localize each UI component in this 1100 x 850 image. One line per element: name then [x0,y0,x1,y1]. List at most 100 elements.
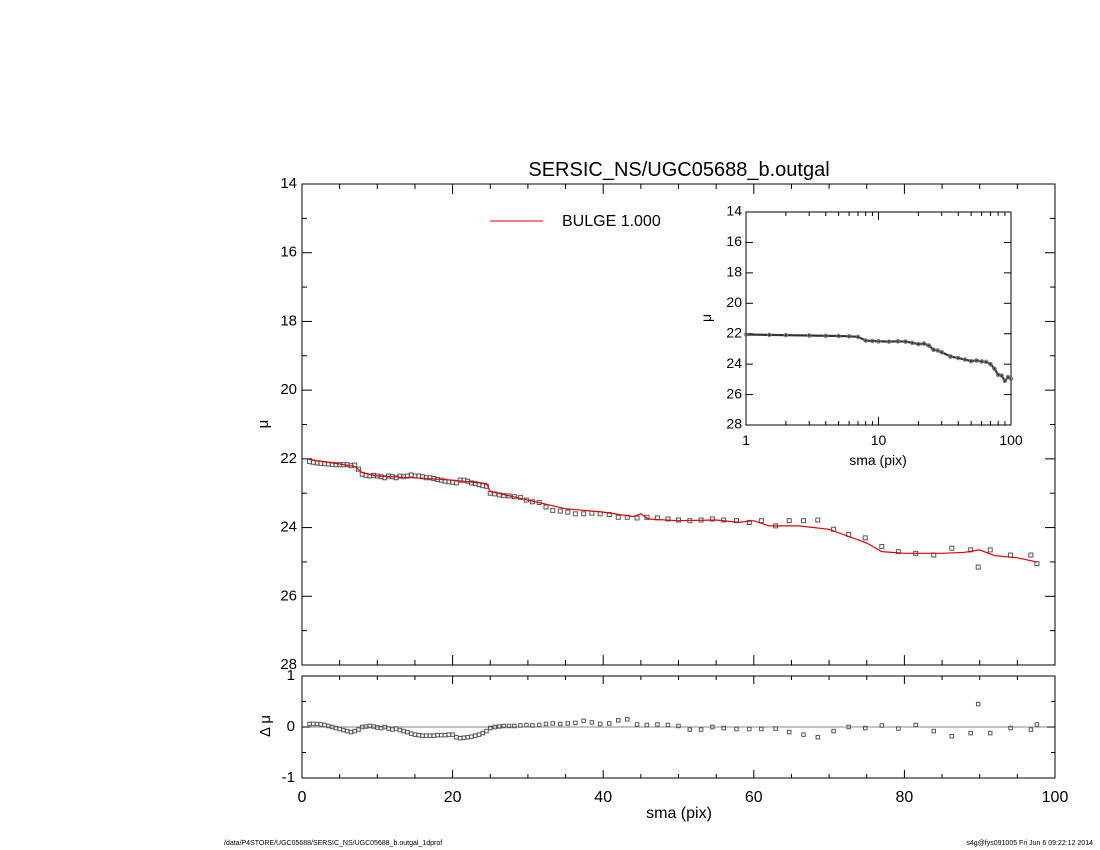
data-point [543,504,549,510]
residual-point [801,732,806,737]
residual-point [427,733,433,738]
residual-point [879,723,885,728]
residual-point [450,732,455,737]
residual-point [337,726,342,732]
residual-point [488,725,493,731]
inset-y-tick-label: 16 [726,233,742,249]
residual-point [931,728,937,734]
residual-point [435,732,440,738]
data-point [758,518,764,524]
residual-point [405,729,410,735]
inset-y-tick-label: 28 [726,416,742,432]
inset-data-point [855,334,861,340]
residual-point [311,721,316,727]
inset-data-point [916,341,921,347]
inset-x-tick-label: 100 [999,432,1023,448]
residual-point [457,735,463,741]
residual-x-tick-label: 40 [594,789,612,806]
inset-data-point [921,341,927,346]
inset-data-point [863,338,868,343]
main-y-tick-label: 24 [280,519,297,536]
residual-point [348,729,354,735]
residual-point [676,723,681,729]
inset-data-point [886,339,892,344]
residual-point [721,725,726,731]
residual-point [371,724,376,729]
inset-data-point [1008,376,1014,381]
inset-data-point [931,347,936,352]
residual-point [589,720,595,725]
data-point [572,511,578,517]
residual-point [439,732,444,738]
residual-point [558,721,563,727]
inset-y-tick-label: 20 [726,294,742,310]
inset-y-axis-label: μ [698,314,714,322]
main-y-tick-label: 18 [280,312,297,329]
residual-point [565,721,571,726]
residual-point [322,722,327,728]
data-point [709,516,715,522]
residual-point [1028,727,1034,732]
data-point [665,516,671,522]
residual-point [412,732,418,737]
residual-point [408,731,414,736]
residual-y-axis-label: Δ μ [257,715,274,737]
chart-title: SERSIC_NS/UGC05688_b.outgal [528,159,829,181]
residual-point [512,723,517,729]
residual-point [307,721,312,727]
residual-y-tick-label: -1 [282,769,295,786]
data-point [862,535,868,541]
residual-point [484,728,489,734]
residual-point [480,730,485,736]
data-point [815,517,821,523]
data-point [581,511,587,517]
residual-point [831,728,836,734]
inset-y-tick-label: 24 [726,355,742,371]
residual-point [734,726,739,732]
residual-point [524,722,529,728]
residual-point [949,733,955,739]
residual-point [431,733,437,738]
inset-data-point [983,359,989,365]
model-line [309,458,1038,563]
residual-point [530,723,535,728]
residual-point [644,722,650,728]
residual-point [616,718,621,723]
residual-point [747,726,752,732]
inset-data-point [926,343,932,348]
inset-background [746,212,1011,425]
data-point [786,518,792,524]
residual-x-tick-label: 60 [745,789,763,806]
data-point [1028,552,1034,558]
inset-data-point [992,366,997,372]
residual-point [390,727,395,732]
residual-point [501,723,507,729]
residual-point [397,727,403,733]
inset-data-point [836,333,841,339]
inset-data-point [974,358,979,363]
data-point [746,519,752,525]
main-y-tick-label: 16 [280,244,297,261]
inset-y-tick-label: 18 [726,264,742,280]
residual-point [1008,725,1013,731]
residual-point [573,720,578,726]
data-point [565,509,571,515]
residual-point [416,732,421,738]
residual-point [492,724,498,730]
residual-point [518,723,523,728]
residual-point [698,727,704,732]
residual-y-tick-label: 0 [287,718,295,735]
data-point [987,547,993,553]
residual-point [773,726,778,731]
inset-data-point [783,332,789,338]
residual-point [665,722,671,728]
data-point [676,517,681,523]
residual-x-tick-label: 20 [444,789,462,806]
inset-data-point [948,354,953,359]
residual-point [446,732,452,737]
data-point [557,508,563,514]
residual-point [606,721,612,726]
residual-point [442,732,448,738]
residual-point [987,730,993,736]
residual-point [968,730,973,736]
